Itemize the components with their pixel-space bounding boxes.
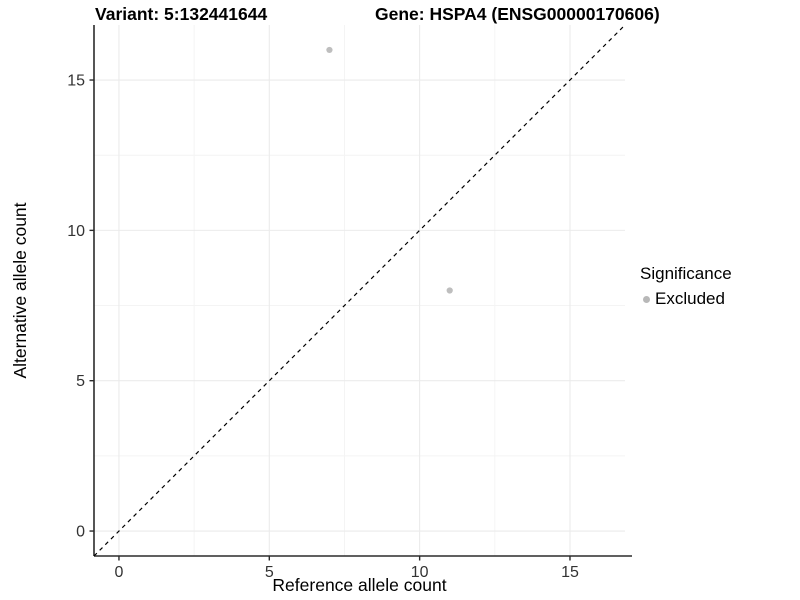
y-tick-label: 5 (76, 373, 85, 390)
x-axis-title: Reference allele count (272, 575, 447, 595)
data-point (446, 287, 453, 294)
y-tick-label: 10 (67, 223, 85, 240)
gene-title: Gene: HSPA4 (ENSG00000170606) (375, 4, 660, 24)
legend: Significance Excluded (640, 264, 732, 309)
x-tick-label: 15 (561, 564, 579, 581)
identity-line (93, 24, 626, 557)
y-tick-label: 0 (76, 524, 85, 541)
x-tick-label: 5 (265, 564, 274, 581)
y-tick-label: 15 (67, 73, 85, 90)
legend-title: Significance (640, 264, 732, 283)
legend-items: Excluded (640, 289, 732, 309)
variant-title: Variant: 5:132441644 (95, 4, 268, 24)
legend-point-icon (643, 295, 650, 303)
x-tick-label: 0 (115, 564, 124, 581)
y-axis-title: Alternative allele count (10, 202, 30, 379)
legend-item-label: Excluded (655, 289, 725, 308)
legend-item: Excluded (640, 289, 732, 309)
data-point (326, 46, 333, 54)
x-tick-label: 10 (411, 564, 429, 581)
